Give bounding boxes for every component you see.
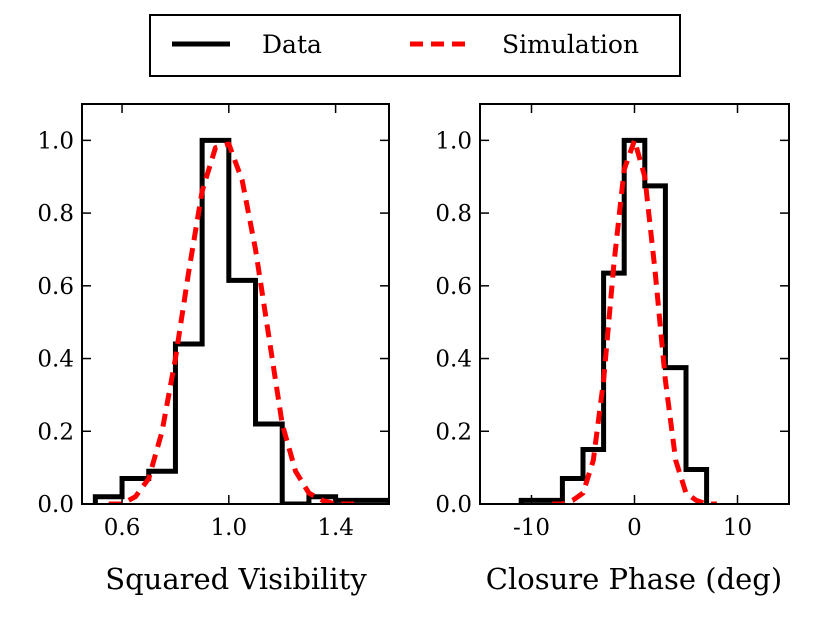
squared-visibility-frame [81, 103, 390, 505]
closure-phase-frame [479, 103, 790, 505]
closure-phase-plot-area [518, 137, 717, 504]
squared-visibility-axes: 0.0 0.2 0.4 0.6 0.8 1.0 0.6 1.0 1.4 [37, 103, 390, 541]
closure-phase-xlabel: Closure Phase (deg) [486, 562, 782, 596]
closure-phase-xtick-label: 0 [627, 515, 642, 541]
squared-visibility-ytick-label: 1.0 [37, 128, 74, 154]
legend-simulation-label: Simulation [502, 30, 639, 59]
closure-phase-ytick-label: 1.0 [435, 128, 472, 154]
closure-phase-data-histogram [518, 137, 710, 504]
legend-data-label: Data [262, 30, 322, 59]
squared-visibility-xtick-label: 1.0 [211, 515, 248, 541]
closure-phase-ytick-label: 0.4 [435, 347, 472, 373]
squared-visibility-xtick-label: 0.6 [104, 515, 141, 541]
squared-visibility-xtick-label: 1.4 [317, 515, 354, 541]
squared-visibility-plot-area [92, 137, 389, 504]
closure-phase-simulation-curve [552, 137, 717, 504]
closure-phase-axes: 0.0 0.2 0.4 0.6 0.8 1.0 -10 0 10 [435, 103, 790, 541]
closure-phase-xtick-label: 10 [723, 515, 752, 541]
squared-visibility-data-histogram [92, 137, 389, 504]
closure-phase-panel: 0.0 0.2 0.4 0.6 0.8 1.0 -10 0 10 Closure Phase (… [435, 103, 790, 596]
closure-phase-ytick-label: 0.2 [435, 419, 472, 445]
squared-visibility-ytick-label: 0.8 [37, 201, 74, 227]
squared-visibility-series-group [92, 137, 389, 504]
closure-phase-series-group [518, 137, 717, 504]
closure-phase-ytick-label: 0.6 [435, 274, 472, 300]
squared-visibility-xlabel: Squared Visibility [105, 562, 367, 596]
legend: Data Simulation [149, 14, 681, 77]
closure-phase-xtick-label: -10 [513, 515, 550, 541]
squared-visibility-simulation-curve [108, 141, 363, 504]
squared-visibility-ytick-label: 0.4 [37, 347, 74, 373]
squared-visibility-panel: 0.0 0.2 0.4 0.6 0.8 1.0 0.6 1.0 1.4 Squared Visi… [37, 103, 390, 596]
squared-visibility-ytick-label: 0.0 [37, 492, 74, 518]
squared-visibility-ytick-label: 0.6 [37, 274, 74, 300]
closure-phase-ytick-label: 0.0 [435, 492, 472, 518]
closure-phase-ytick-label: 0.8 [435, 201, 472, 227]
squared-visibility-ytick-label: 0.2 [37, 419, 74, 445]
